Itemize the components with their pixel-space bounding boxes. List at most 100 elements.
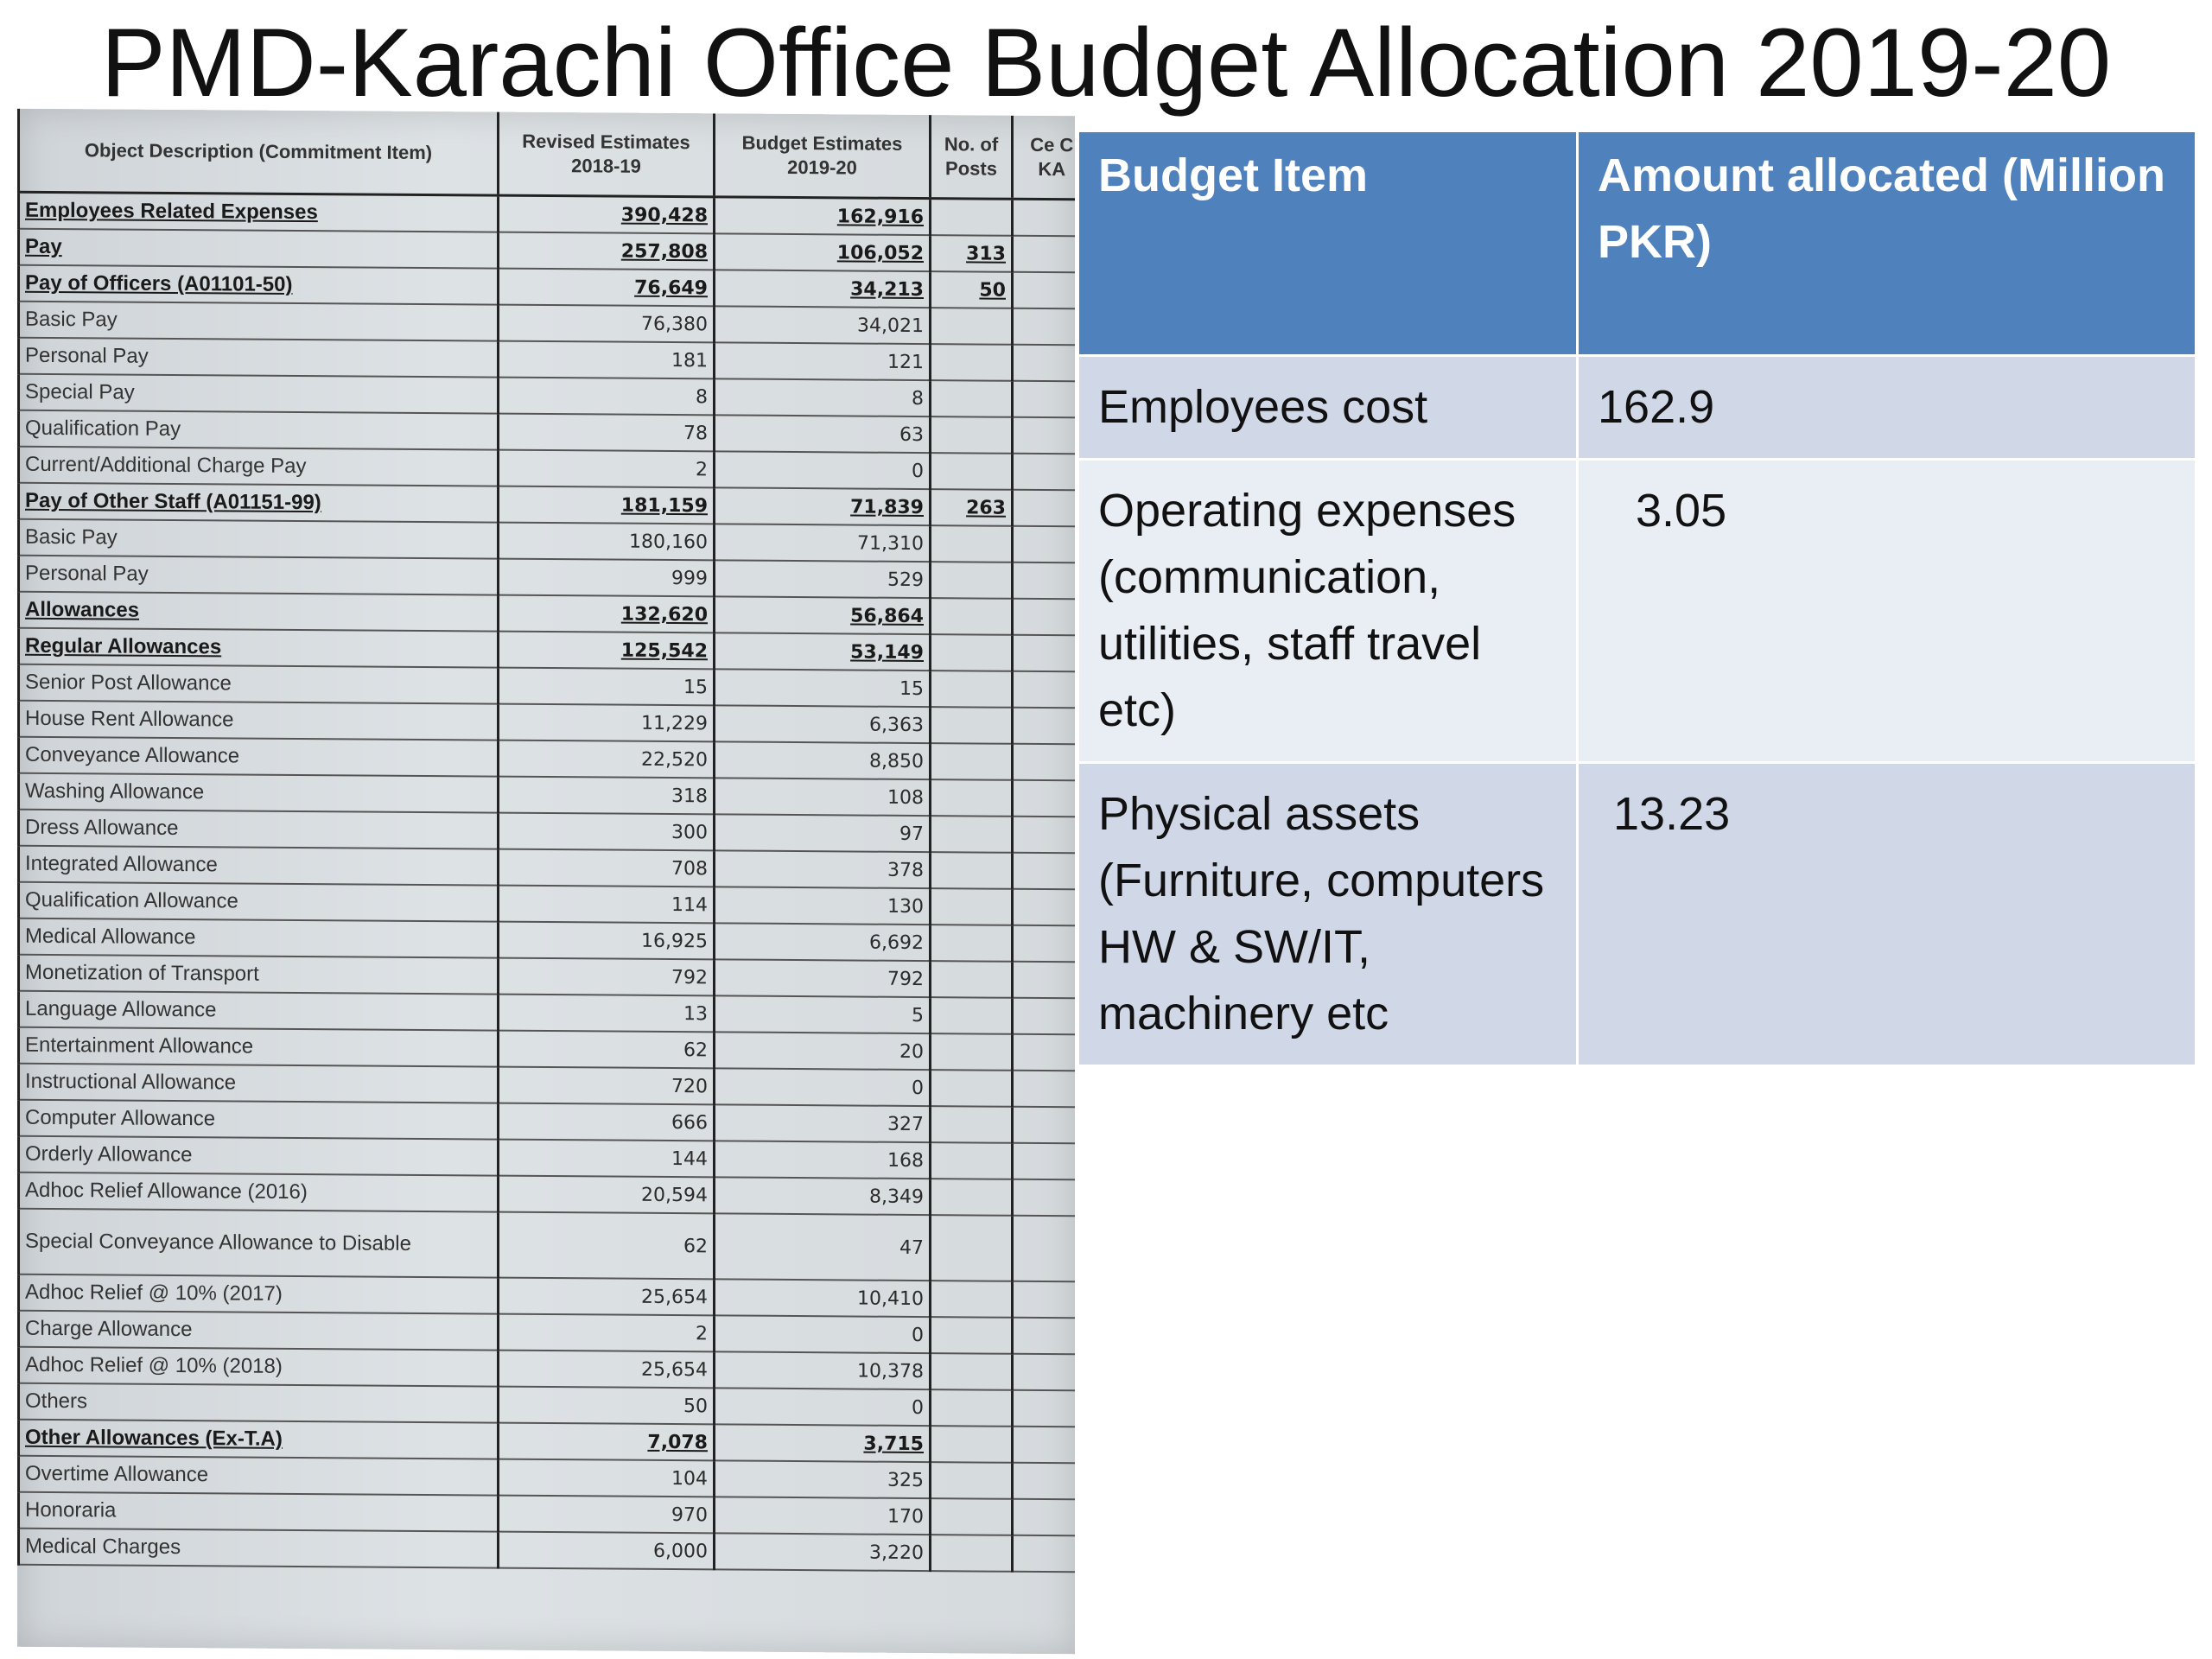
ledger-cell-posts xyxy=(930,344,1013,381)
ledger-cell-revised: 11,229 xyxy=(498,703,715,742)
ledger-cell-revised: 62 xyxy=(498,1211,715,1280)
ledger-cell-description: House Rent Allowance xyxy=(18,700,499,741)
ledger-cell-posts xyxy=(930,888,1013,925)
ledger-cell-extra xyxy=(1012,707,1075,745)
ledger-cell-posts: 313 xyxy=(930,235,1013,272)
ledger-cell-budget: 0 xyxy=(714,1315,931,1354)
ledger-cell-extra xyxy=(1012,888,1075,926)
ledger-cell-budget: 108 xyxy=(714,778,931,817)
ledger-cell-revised: 25,654 xyxy=(498,1277,715,1316)
ledger-cell-description: Current/Additional Charge Pay xyxy=(18,446,499,486)
ledger-cell-description: Dress Allowance xyxy=(18,809,499,849)
ledger-cell-extra xyxy=(1012,1317,1075,1355)
ledger-cell-description: Entertainment Allowance xyxy=(18,1027,499,1067)
ledger-cell-revised: 970 xyxy=(498,1495,715,1534)
summary-header-amount: Amount allocated (Million PKR) xyxy=(1576,130,2197,357)
ledger-cell-posts xyxy=(930,1462,1013,1499)
ledger-cell-posts xyxy=(930,416,1013,454)
ledger-cell-extra xyxy=(1012,235,1075,273)
ledger-cell-budget: 8,850 xyxy=(714,741,931,780)
ledger-cell-posts xyxy=(930,925,1013,962)
ledger-body: Employees Related Expenses 390,428 162,916… xyxy=(18,192,1075,1573)
ledger-cell-extra xyxy=(1012,562,1075,600)
ledger-cell-extra xyxy=(1012,598,1075,636)
ledger-cell-revised: 390,428 xyxy=(498,195,715,234)
ledger-cell-revised: 180,160 xyxy=(498,522,715,561)
ledger-cell-posts: 263 xyxy=(930,489,1013,526)
ledger-cell-extra xyxy=(1012,1033,1075,1071)
summary-row: Physical assets (Furniture, computers HW… xyxy=(1077,761,2197,1067)
ledger-row: Special Conveyance Allowance to Disable 6… xyxy=(18,1208,1075,1282)
ledger-cell-revised: 300 xyxy=(498,812,715,851)
ledger-cell-extra xyxy=(1012,1498,1075,1536)
ledger-cell-description: Instructional Allowance xyxy=(18,1063,499,1103)
ledger-cell-posts xyxy=(930,961,1013,998)
ledger-table: Object Description (Commitment Item) Rev… xyxy=(17,108,1075,1573)
ledger-cell-revised: 318 xyxy=(498,776,715,815)
ledger-cell-description: Conveyance Allowance xyxy=(18,736,499,777)
ledger-cell-extra xyxy=(1012,961,1075,999)
ledger-cell-extra xyxy=(1012,380,1075,418)
ledger-cell-budget: 8 xyxy=(714,378,931,417)
ledger-header-posts: No. of Posts xyxy=(930,115,1013,200)
ledger-cell-extra xyxy=(1012,416,1075,454)
ledger-cell-description: Honoraria xyxy=(18,1491,499,1532)
ledger-cell-extra xyxy=(1012,1070,1075,1108)
ledger-cell-extra xyxy=(1012,925,1075,963)
ledger-cell-revised: 15 xyxy=(498,667,715,706)
ledger-cell-posts xyxy=(930,1281,1013,1318)
ledger-cell-description: Qualification Allowance xyxy=(18,881,499,922)
ledger-cell-description: Language Allowance xyxy=(18,990,499,1031)
ledger-cell-budget: 34,021 xyxy=(714,306,931,345)
ledger-cell-budget: 378 xyxy=(714,850,931,889)
ledger-cell-budget: 0 xyxy=(714,451,931,490)
ledger-cell-posts xyxy=(930,816,1013,853)
ledger-cell-description: Allowances xyxy=(18,591,499,632)
ledger-cell-revised: 257,808 xyxy=(498,232,715,270)
ledger-cell-extra xyxy=(1012,489,1075,527)
ledger-cell-revised: 720 xyxy=(498,1066,715,1105)
ledger-cell-budget: 34,213 xyxy=(714,270,931,308)
ledger-cell-revised: 50 xyxy=(498,1386,715,1425)
ledger-cell-description: Integrated Allowance xyxy=(18,845,499,886)
ledger-cell-extra xyxy=(1012,852,1075,890)
summary-table: Budget Item Amount allocated (Million PK… xyxy=(1077,130,2197,1067)
ledger-cell-posts xyxy=(930,634,1013,671)
ledger-cell-description: Employees Related Expenses xyxy=(18,192,499,232)
ledger-header-revised: Revised Estimates 2018-19 xyxy=(498,111,715,197)
ledger-cell-budget: 3,715 xyxy=(714,1424,931,1463)
ledger-cell-budget: 97 xyxy=(714,814,931,853)
ledger-cell-revised: 132,620 xyxy=(498,594,715,633)
ledger-cell-description: Charge Allowance xyxy=(18,1310,499,1351)
ledger-cell-budget: 56,864 xyxy=(714,596,931,635)
ledger-cell-revised: 76,649 xyxy=(498,268,715,307)
ledger-cell-posts xyxy=(930,1070,1013,1107)
ledger-cell-revised: 666 xyxy=(498,1103,715,1141)
ledger-cell-posts xyxy=(930,453,1013,490)
ledger-cell-budget: 71,310 xyxy=(714,524,931,563)
ledger-cell-extra xyxy=(1012,1179,1075,1217)
ledger-cell-description: Basic Pay xyxy=(18,518,499,559)
ledger-cell-description: Qualification Pay xyxy=(18,410,499,450)
ledger-cell-description: Pay xyxy=(18,228,499,269)
ledger-cell-budget: 6,692 xyxy=(714,923,931,962)
ledger-header-description: Object Description (Commitment Item) xyxy=(18,108,499,196)
ledger-cell-revised: 20,594 xyxy=(498,1175,715,1214)
ledger-cell-description: Monetization of Transport xyxy=(18,954,499,995)
ledger-cell-posts xyxy=(930,743,1013,780)
ledger-cell-extra xyxy=(1012,1281,1075,1319)
ledger-cell-posts xyxy=(930,1317,1013,1354)
ledger-header-budget: Budget Estimates 2019-20 xyxy=(714,113,931,199)
ledger-cell-budget: 53,149 xyxy=(714,632,931,671)
ledger-cell-extra xyxy=(1012,671,1075,709)
ledger-cell-description: Pay of Officers (A01101-50) xyxy=(18,264,499,305)
ledger-cell-posts xyxy=(930,562,1013,599)
ledger-cell-revised: 25,654 xyxy=(498,1350,715,1389)
ledger-cell-posts xyxy=(930,1033,1013,1071)
ledger-cell-budget: 529 xyxy=(714,560,931,599)
summary-amount: 162.9 xyxy=(1576,354,2197,461)
ledger-cell-budget: 63 xyxy=(714,415,931,454)
ledger-cell-extra xyxy=(1012,1462,1075,1500)
ledger-cell-budget: 0 xyxy=(714,1388,931,1427)
ledger-cell-budget: 325 xyxy=(714,1460,931,1499)
